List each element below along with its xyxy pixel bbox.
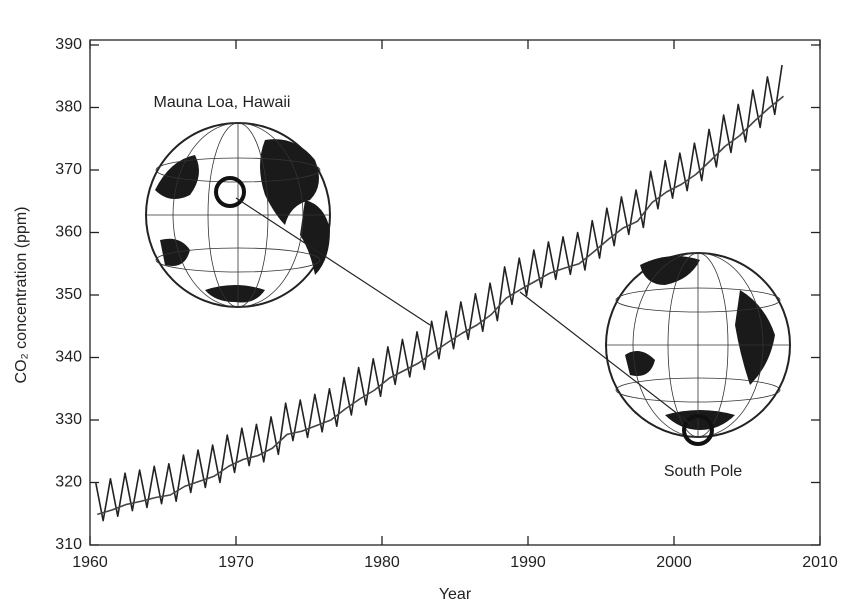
south-pole-label: South Pole xyxy=(664,463,742,480)
y-tick-label: 310 xyxy=(55,536,82,553)
y-tick-label: 340 xyxy=(55,349,82,366)
chart: Year CO₂ concentration (ppm) Mauna Loa, … xyxy=(0,0,859,607)
x-tick-label: 1990 xyxy=(510,554,546,571)
x-tick-label: 2000 xyxy=(656,554,692,571)
y-axis-label: CO₂ concentration (ppm) xyxy=(13,207,30,384)
mauna-loa-globe xyxy=(146,123,430,325)
x-tick-label: 1980 xyxy=(364,554,400,571)
y-tick-label: 380 xyxy=(55,99,82,116)
x-axis-label: Year xyxy=(439,586,472,603)
y-tick-label: 370 xyxy=(55,161,82,178)
south-pole-globe xyxy=(520,253,790,444)
x-tick-label: 2010 xyxy=(802,554,838,571)
x-tick-label: 1960 xyxy=(72,554,108,571)
y-tick-label: 330 xyxy=(55,411,82,428)
mauna-loa-label: Mauna Loa, Hawaii xyxy=(154,94,291,111)
y-tick-label: 360 xyxy=(55,224,82,241)
y-tick-label: 390 xyxy=(55,36,82,53)
y-tick-label: 350 xyxy=(55,286,82,303)
y-tick-label: 320 xyxy=(55,474,82,491)
x-tick-label: 1970 xyxy=(218,554,254,571)
